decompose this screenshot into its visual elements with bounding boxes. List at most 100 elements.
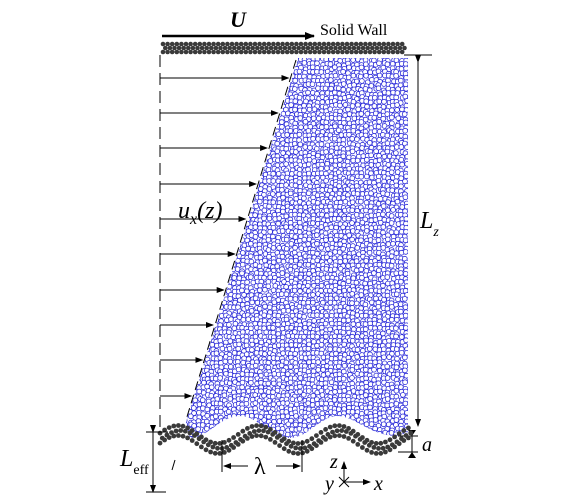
- fluid-particle: [209, 318, 215, 325]
- fluid-particle: [213, 102, 219, 109]
- fluid-particle: [234, 233, 241, 240]
- fluid-particle: [195, 274, 201, 281]
- fluid-particle: [212, 427, 219, 434]
- fluid-particle: [276, 418, 283, 424]
- wall-atom: [284, 49, 290, 55]
- wall-atom: [284, 41, 290, 47]
- fluid-particle: [235, 170, 242, 176]
- fluid-particle: [393, 144, 400, 150]
- fluid-particle: [223, 257, 229, 264]
- wall-atom: [304, 438, 310, 444]
- fluid-particle: [256, 103, 263, 110]
- fluid-particle: [246, 149, 252, 156]
- fluid-particle: [345, 397, 352, 403]
- fluid-particle: [318, 124, 325, 130]
- fluid-particle: [262, 131, 269, 138]
- wall-atom: [249, 424, 255, 429]
- fluid-particle: [193, 261, 199, 268]
- fluid-particle: [204, 132, 211, 139]
- fluid-particle: [219, 103, 226, 110]
- fluid-particle: [401, 111, 408, 117]
- wall-atom: [278, 45, 283, 51]
- fluid-particle: [257, 161, 264, 168]
- fluid-particle: [243, 78, 250, 85]
- fluid-particle: [223, 254, 230, 260]
- fluid-particle: [292, 77, 299, 84]
- fluid-particle: [243, 133, 250, 140]
- fluid-particle: [394, 102, 400, 108]
- fluid-particle: [199, 137, 206, 144]
- fluid-particle: [252, 212, 258, 218]
- fluid-particle: [226, 82, 233, 89]
- fluid-particle: [403, 283, 408, 289]
- fluid-particle: [301, 60, 308, 66]
- fluid-particle: [363, 173, 370, 180]
- fluid-particle: [196, 154, 202, 161]
- wall-atom: [169, 49, 175, 55]
- fluid-particle: [371, 430, 378, 436]
- wall-atom: [229, 49, 235, 55]
- fluid-particle: [200, 162, 206, 168]
- fluid-particle: [340, 375, 347, 382]
- fluid-particle: [227, 338, 234, 344]
- wall-atom: [287, 45, 292, 51]
- fluid-particle: [187, 159, 194, 165]
- wall-atom: [364, 447, 370, 453]
- fluid-particle: [380, 224, 387, 230]
- fluid-particle: [226, 123, 233, 129]
- fluid-particle: [191, 162, 198, 168]
- fluid-particle: [226, 200, 232, 206]
- fluid-particle: [366, 139, 373, 146]
- fluid-particle: [333, 312, 340, 319]
- fluid-particle: [200, 133, 207, 139]
- fluid-particle: [186, 338, 189, 344]
- fluid-particle: [236, 417, 242, 424]
- fluid-particle: [363, 123, 369, 129]
- wall-atom: [289, 41, 295, 47]
- fluid-particle: [322, 405, 329, 411]
- fluid-particle: [190, 68, 197, 75]
- fluid-particle: [202, 95, 208, 102]
- fluid-particle: [218, 136, 225, 143]
- fluid-particle: [332, 414, 339, 421]
- fluid-particle: [279, 413, 286, 420]
- fluid-particle: [336, 337, 343, 344]
- fluid-particle: [283, 182, 289, 188]
- fluid-particle: [265, 87, 272, 93]
- fluid-particle: [393, 387, 400, 394]
- fluid-particle: [403, 350, 408, 356]
- fluid-particle: [217, 241, 223, 248]
- fluid-particle: [208, 296, 215, 302]
- fluid-particle: [195, 426, 201, 432]
- wall-atom: [383, 449, 388, 455]
- fluid-particle: [323, 207, 330, 214]
- fluid-particle: [314, 90, 320, 97]
- fluid-particle: [228, 106, 234, 113]
- wall-atom: [204, 45, 209, 51]
- fluid-particle: [235, 229, 241, 235]
- fluid-particle: [265, 413, 272, 420]
- fluid-particle: [267, 104, 274, 110]
- fluid-particle: [217, 408, 224, 415]
- fluid-particle: [209, 174, 216, 181]
- wall-atom: [343, 429, 349, 434]
- fluid-particle: [226, 137, 232, 144]
- fluid-particle: [201, 186, 207, 193]
- fluid-particle: [191, 62, 198, 68]
- fluid-particle: [253, 338, 260, 344]
- fluid-particle: [288, 258, 295, 264]
- fluid-particle: [191, 230, 197, 237]
- fluid-particle: [249, 116, 255, 122]
- fluid-particle: [351, 419, 357, 426]
- fluid-particle: [186, 233, 189, 240]
- lz-label: Lz: [419, 208, 439, 240]
- fluid-particle: [342, 258, 349, 264]
- fluid-particle: [186, 60, 193, 67]
- fluid-particle: [187, 333, 193, 340]
- fluid-particle: [200, 238, 207, 245]
- fluid-particle: [257, 68, 264, 75]
- fluid-particle: [186, 82, 190, 88]
- fluid-particle: [349, 89, 355, 96]
- fluid-particle: [222, 427, 229, 434]
- fluid-particle: [215, 187, 221, 194]
